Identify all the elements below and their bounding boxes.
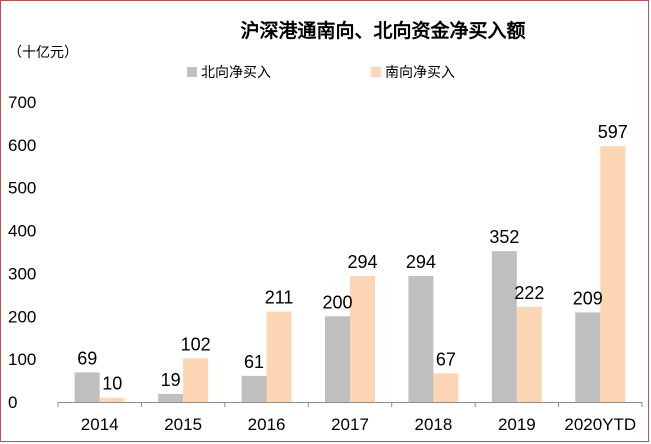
bar-southbound — [600, 146, 626, 402]
y-tick-label: 300 — [8, 264, 36, 283]
legend-swatch-southbound — [371, 67, 381, 77]
bar-northbound — [325, 316, 350, 402]
data-label-southbound: 211 — [265, 288, 294, 308]
bar-southbound — [183, 358, 209, 402]
data-label-southbound: 102 — [181, 334, 211, 354]
bar-southbound — [99, 397, 125, 402]
x-tick-label: 2016 — [248, 415, 286, 434]
bar-northbound — [408, 276, 434, 402]
data-label-northbound: 352 — [489, 227, 519, 247]
bar-northbound — [241, 375, 267, 402]
bar-southbound — [266, 311, 292, 402]
y-tick-label: 500 — [8, 179, 36, 198]
bar-southbound — [516, 306, 542, 402]
data-label-northbound: 294 — [406, 252, 436, 272]
x-tick-label: 2014 — [81, 415, 119, 434]
y-unit-label: （十亿元） — [8, 45, 78, 61]
y-tick-label: 100 — [8, 350, 36, 369]
data-label-southbound: 597 — [598, 122, 628, 142]
data-label-northbound: 61 — [244, 352, 264, 372]
x-tick-label: 2017 — [331, 415, 369, 434]
y-tick-label: 0 — [8, 393, 17, 412]
bar-northbound — [74, 372, 100, 402]
bar-northbound — [491, 251, 517, 402]
y-tick-label: 200 — [8, 307, 36, 326]
bar-southbound — [350, 276, 375, 402]
x-tick-label: 2019 — [498, 415, 536, 434]
legend-label-southbound: 南向净买入 — [385, 65, 455, 81]
data-label-southbound: 294 — [347, 252, 377, 272]
data-label-southbound: 222 — [514, 283, 544, 303]
bar-northbound — [575, 312, 601, 402]
x-axis-ticks: 2014 2015 2016 2017 2018 2019 2020YTD — [57, 402, 643, 434]
bar-northbound — [158, 393, 184, 402]
x-tick-label: 2015 — [164, 415, 202, 434]
y-axis-ticks: 0 100 200 300 400 500 600 700 — [8, 93, 36, 412]
x-tick-label: 2018 — [415, 415, 453, 434]
legend-label-northbound: 北向净买入 — [201, 65, 271, 81]
data-label-southbound: 67 — [436, 349, 456, 369]
data-label-southbound: 10 — [102, 374, 122, 394]
data-label-northbound: 209 — [573, 288, 603, 308]
bars — [74, 146, 626, 402]
chart-title: 沪深港通南向、北向资金净买入额 — [240, 19, 525, 42]
y-tick-label: 600 — [8, 136, 36, 155]
bar-southbound — [433, 373, 459, 402]
legend-swatch-northbound — [187, 67, 197, 77]
data-label-northbound: 69 — [77, 348, 97, 368]
x-tick-label: 2020YTD — [564, 415, 636, 434]
data-label-northbound: 19 — [161, 370, 181, 390]
data-label-northbound: 200 — [322, 292, 352, 312]
y-tick-label: 700 — [8, 93, 36, 112]
y-tick-label: 400 — [8, 222, 36, 241]
